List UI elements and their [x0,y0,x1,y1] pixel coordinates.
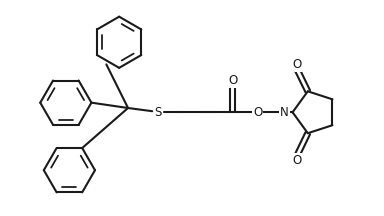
Text: O: O [292,58,301,71]
Text: O: O [228,74,237,87]
Text: S: S [154,106,162,119]
Text: N: N [280,106,289,119]
Text: O: O [253,106,262,119]
Text: O: O [292,154,301,167]
